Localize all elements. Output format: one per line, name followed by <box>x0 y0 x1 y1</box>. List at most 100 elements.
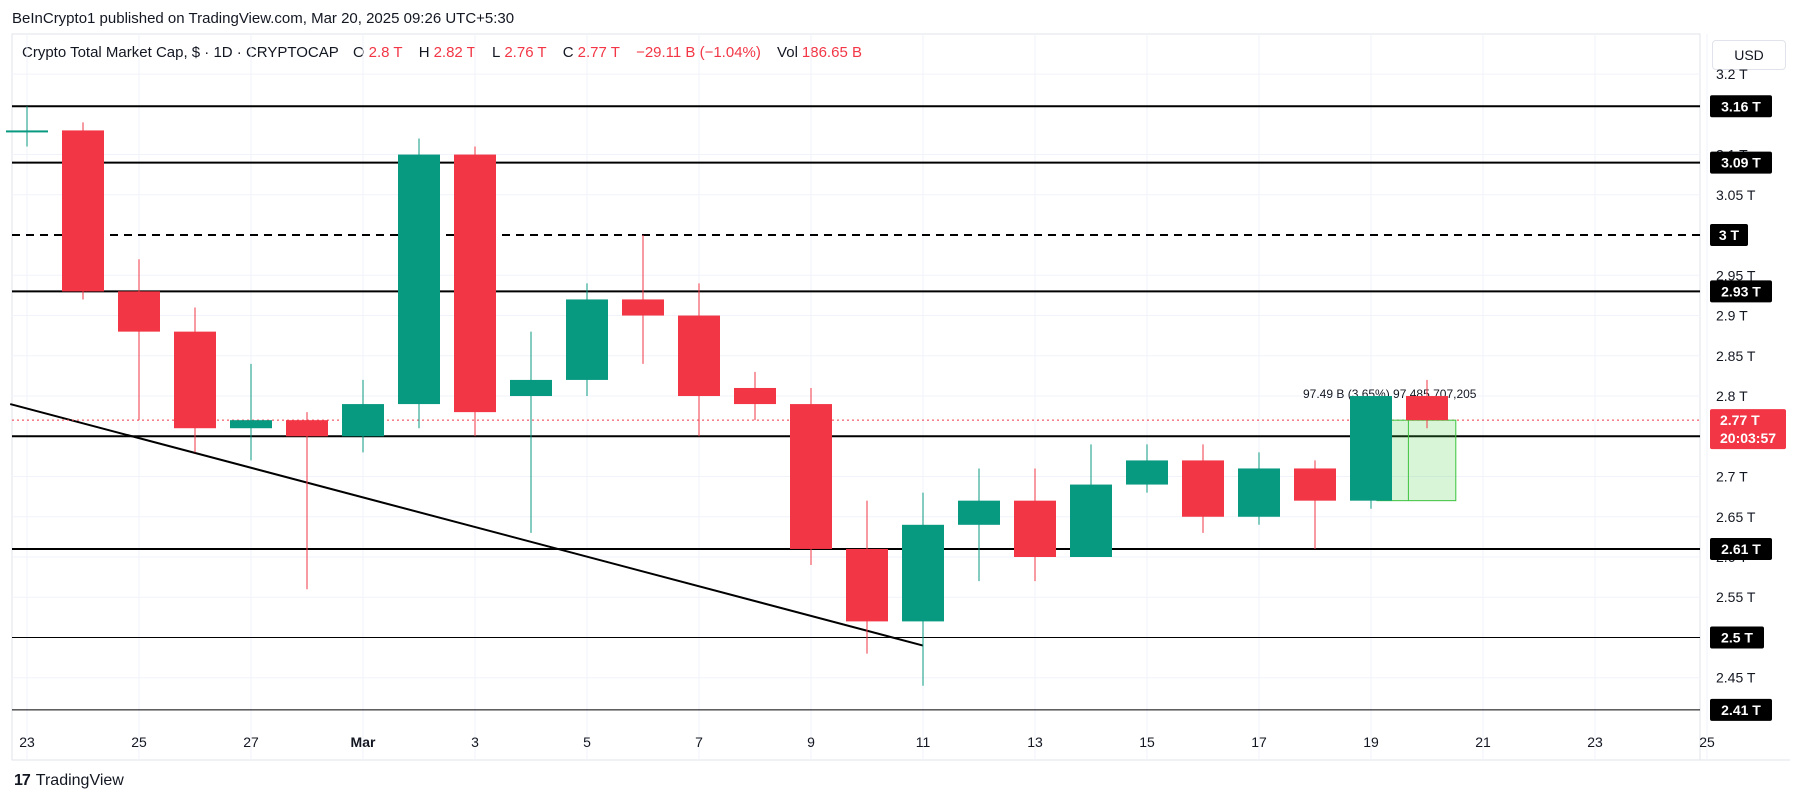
y-tick-label-11: 2.45 T <box>1716 670 1756 686</box>
candle-17 <box>958 468 1000 582</box>
candle-14 <box>790 387 832 566</box>
candle-18 <box>1014 468 1056 582</box>
level-badge-label-7: 2.41 T <box>1721 702 1761 718</box>
candle-body-5 <box>286 420 328 437</box>
level-badge-2 <box>1710 224 1748 247</box>
candle-body-1 <box>62 130 104 292</box>
level-badge-label-1: 3.09 T <box>1721 155 1761 171</box>
candle-15 <box>846 500 888 654</box>
level-badge-6 <box>1710 626 1764 649</box>
candle-2 <box>118 259 160 421</box>
legend-close-value: 2.77 T <box>577 44 620 61</box>
legend-change-value: −29.11 B (−1.04%) <box>636 44 761 61</box>
candle-11 <box>622 235 664 364</box>
symbol-title[interactable]: Crypto Total Market Cap, $ · 1D · CRYPTO… <box>22 44 339 61</box>
candle-body-14 <box>790 404 832 549</box>
candle-8 <box>454 146 496 437</box>
x-tick-label-3: Mar <box>351 734 376 750</box>
candle-19 <box>1070 444 1112 557</box>
legend-volume-value: 186.65 B <box>801 44 862 61</box>
candle-5 <box>286 412 328 590</box>
y-tick-label-0: 3.2 T <box>1716 66 1748 82</box>
candle-7 <box>398 138 440 429</box>
candle-23 <box>1294 460 1336 549</box>
x-tick-label-5: 5 <box>583 734 591 750</box>
level-badge-7 <box>1710 698 1772 721</box>
x-tick-label-8: 11 <box>916 734 931 750</box>
candle-body-23 <box>1294 468 1336 501</box>
trendline <box>9 403 924 647</box>
tradingview-name: TradingView <box>35 772 124 789</box>
candle-3 <box>174 307 216 453</box>
legend-low-label: L <box>492 44 501 61</box>
candle-body-11 <box>622 299 664 316</box>
legend-open-value: 2.8 T <box>368 44 403 61</box>
x-tick-label-12: 19 <box>1363 734 1379 750</box>
candle-body-6 <box>342 404 384 437</box>
candle-body-7 <box>398 154 440 405</box>
level-badge-1 <box>1710 151 1772 174</box>
candle-1 <box>62 122 104 300</box>
level-badge-label-0: 3.16 T <box>1721 98 1761 114</box>
y-tick-label-4: 2.9 T <box>1716 308 1748 324</box>
level-badge-label-6: 2.5 T <box>1721 629 1753 645</box>
level-badge-5 <box>1710 537 1772 560</box>
x-tick-label-9: 13 <box>1027 734 1043 750</box>
bar-countdown: 20:03:57 <box>1720 430 1776 446</box>
candle-body-18 <box>1014 500 1056 557</box>
y-tick-label-3: 2.95 T <box>1716 267 1756 283</box>
candle-0 <box>6 106 48 147</box>
y-tick-label-8: 2.65 T <box>1716 509 1756 525</box>
x-tick-label-0: 23 <box>19 734 35 750</box>
x-tick-label-2: 27 <box>243 734 259 750</box>
x-tick-label-6: 7 <box>695 734 703 750</box>
candle-body-17 <box>958 500 1000 525</box>
candle-body-19 <box>1070 484 1112 557</box>
x-tick-label-10: 15 <box>1139 734 1155 750</box>
level-badge-0 <box>1710 95 1772 118</box>
candle-body-20 <box>1126 460 1168 485</box>
candle-body-3 <box>174 331 216 429</box>
candle-16 <box>902 492 944 686</box>
candle-10 <box>566 283 608 397</box>
candle-4 <box>230 363 272 461</box>
candle-6 <box>342 379 384 453</box>
candle-body-12 <box>678 315 720 397</box>
legend-open-label: O <box>352 44 365 61</box>
last-price-badge <box>1710 409 1786 450</box>
x-tick-label-4: 3 <box>471 734 479 750</box>
candle-9 <box>510 331 552 533</box>
level-badge-label-3: 2.93 T <box>1721 283 1761 299</box>
candle-body-2 <box>118 291 160 332</box>
candle-22 <box>1238 452 1280 525</box>
legend-high-label: H <box>418 44 430 61</box>
tradingview-branding[interactable]: 17 TradingView <box>14 772 124 790</box>
currency-button[interactable]: USD <box>1712 40 1786 70</box>
candle-body-4 <box>230 420 272 429</box>
candle-body-8 <box>454 154 496 413</box>
candle-13 <box>734 371 776 421</box>
x-tick-label-11: 17 <box>1251 734 1267 750</box>
x-tick-label-14: 23 <box>1587 734 1603 750</box>
x-tick-label-1: 25 <box>131 734 147 750</box>
candle-12 <box>678 283 720 437</box>
candle-body-15 <box>846 548 888 622</box>
last-price-label: 2.77 T <box>1720 412 1760 428</box>
candle-body-13 <box>734 387 776 405</box>
candle-body-22 <box>1238 468 1280 517</box>
y-tick-label-2: 3.05 T <box>1716 187 1756 203</box>
level-badge-label-2: 3 T <box>1719 227 1740 243</box>
x-tick-label-15: 25 <box>1699 734 1715 750</box>
candle-20 <box>1126 444 1168 493</box>
candle-body-16 <box>902 524 944 622</box>
candle-body-25 <box>1406 396 1448 421</box>
candle-24 <box>1350 396 1392 509</box>
x-tick-label-13: 21 <box>1475 734 1491 750</box>
y-tick-label-6: 2.8 T <box>1716 388 1748 404</box>
x-tick-label-7: 9 <box>807 734 815 750</box>
y-tick-label-5: 2.85 T <box>1716 348 1756 364</box>
candle-body-9 <box>510 379 552 397</box>
candle-25 <box>1406 379 1448 429</box>
legend-close-label: C <box>562 44 574 61</box>
